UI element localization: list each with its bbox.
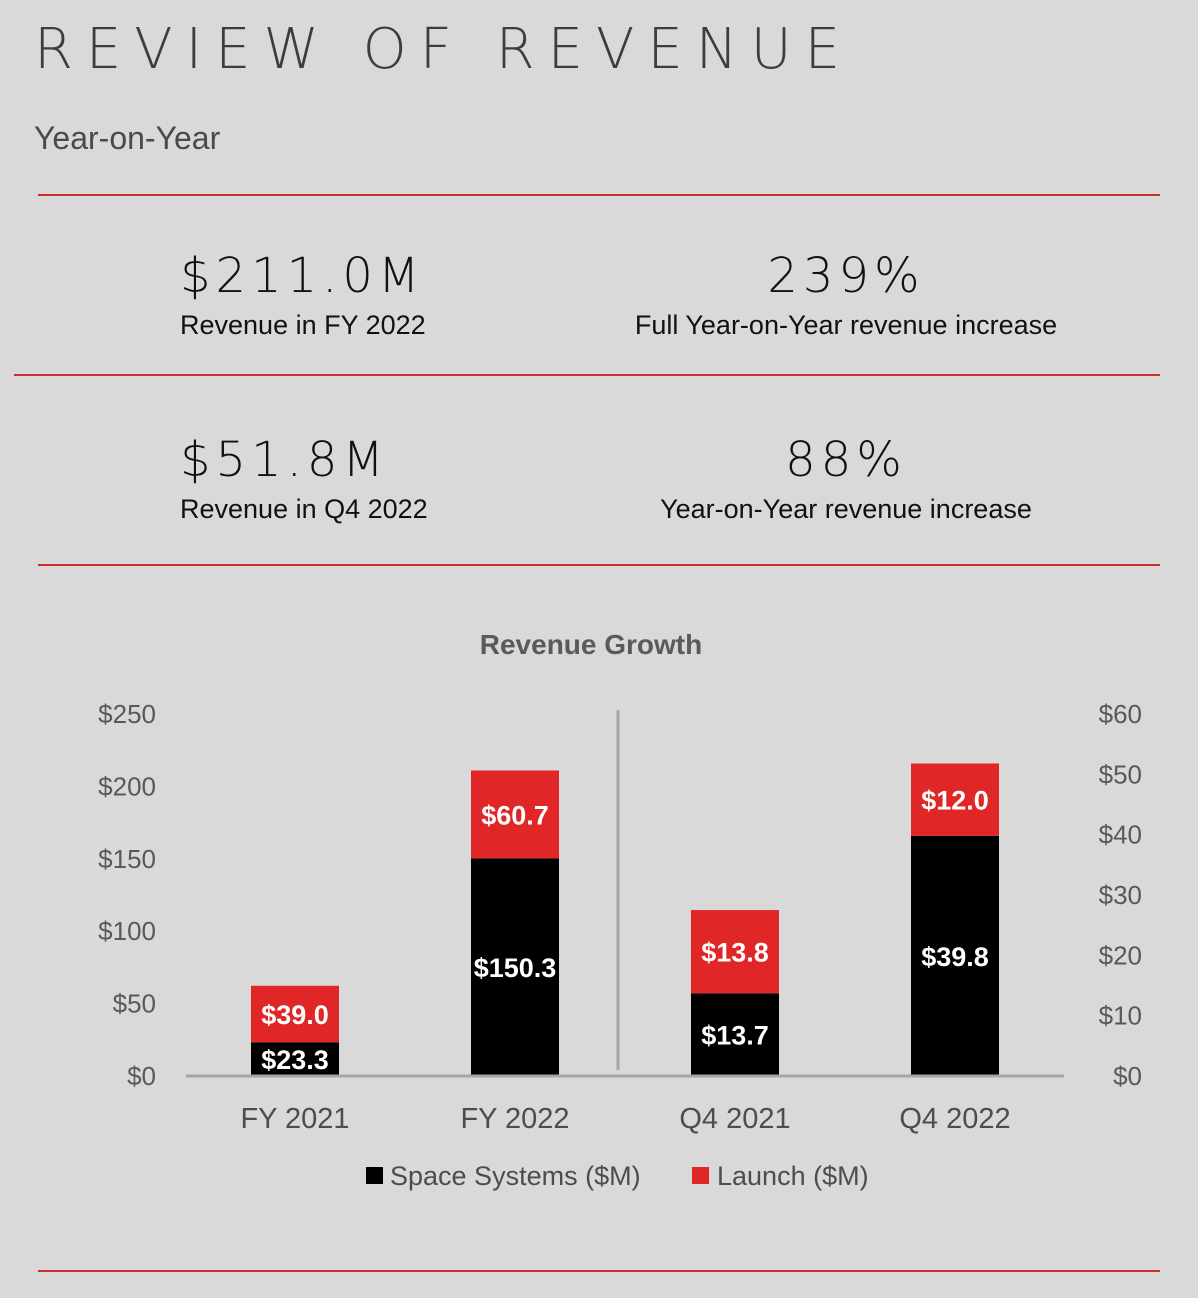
kpi-q4-growth: 88% Year-on-Year revenue increase <box>600 436 1092 525</box>
bar-space-systems <box>691 993 779 1076</box>
kpi-label: Revenue in FY 2022 <box>180 310 426 340</box>
data-label: $150.3 <box>474 953 557 983</box>
kpi-label: Full Year-on-Year revenue increase <box>634 310 1058 340</box>
divider-bottom <box>38 1270 1160 1272</box>
bar-space-systems <box>251 1042 339 1076</box>
revenue-growth-chart: Revenue Growth $0 $50 $100 $150 $200 $250 $0 $10… <box>98 629 1142 1191</box>
y-left-tick-label: $200 <box>98 771 156 801</box>
data-label: $13.8 <box>701 938 769 968</box>
kpi-label: Revenue in Q4 2022 <box>180 494 428 524</box>
kpi-label: Year-on-Year revenue increase <box>660 494 1032 524</box>
y-right-tick-label: $20 <box>1099 940 1142 970</box>
bar-launch <box>911 763 999 836</box>
y-right-tick-label: $10 <box>1099 1001 1142 1031</box>
divider-chart-top <box>38 564 1160 566</box>
legend-swatch-space-systems <box>366 1167 383 1184</box>
bar-launch <box>471 770 559 859</box>
legend-label-launch: Launch ($M) <box>717 1161 869 1191</box>
page-title: REVIEW OF REVENUE <box>34 17 854 82</box>
y-left-tick-label: $100 <box>98 916 156 946</box>
bar-launch <box>251 985 339 1043</box>
page-subtitle: Year-on-Year <box>34 120 221 156</box>
data-label: $23.3 <box>261 1045 329 1075</box>
data-label: $39.8 <box>921 942 989 972</box>
kpi-value: 88% <box>785 432 907 488</box>
y-left-tick-label: $50 <box>113 989 156 1019</box>
data-label: $39.0 <box>261 1000 329 1030</box>
y-right-tick-label: $40 <box>1099 820 1142 850</box>
kpi-value: $211.0M <box>180 248 425 304</box>
y-left-tick-label: $0 <box>127 1061 156 1091</box>
x-category-label: FY 2022 <box>460 1103 569 1135</box>
y-right-tick-label: $0 <box>1113 1061 1142 1091</box>
kpi-value: 239% <box>767 248 925 304</box>
bar-space-systems <box>471 858 559 1076</box>
chart-title: Revenue Growth <box>480 629 702 660</box>
y-right-tick-label: $30 <box>1099 880 1142 910</box>
y-left-tick-label: $250 <box>98 699 156 729</box>
y-right-tick-label: $60 <box>1099 699 1142 729</box>
bar-launch <box>691 910 779 994</box>
divider-top <box>38 194 1160 196</box>
divider-middle <box>14 374 1160 376</box>
data-label: $12.0 <box>921 786 989 816</box>
kpi-fy-revenue: $211.0M Revenue in FY 2022 <box>180 252 426 341</box>
legend-swatch-launch <box>692 1167 709 1184</box>
x-category-label: Q4 2022 <box>899 1103 1010 1135</box>
x-category-label: FY 2021 <box>240 1103 349 1135</box>
y-left-tick-label: $150 <box>98 844 156 874</box>
legend-label-space-systems: Space Systems ($M) <box>390 1161 641 1191</box>
kpi-fy-growth: 239% Full Year-on-Year revenue increase <box>600 252 1092 341</box>
data-label: $60.7 <box>481 800 549 830</box>
x-category-label: Q4 2021 <box>679 1103 790 1135</box>
kpi-value: $51.8M <box>180 432 389 488</box>
kpi-q4-revenue: $51.8M Revenue in Q4 2022 <box>180 436 428 525</box>
data-label: $13.7 <box>701 1021 769 1051</box>
bar-space-systems <box>911 835 999 1076</box>
y-right-tick-label: $50 <box>1099 759 1142 789</box>
